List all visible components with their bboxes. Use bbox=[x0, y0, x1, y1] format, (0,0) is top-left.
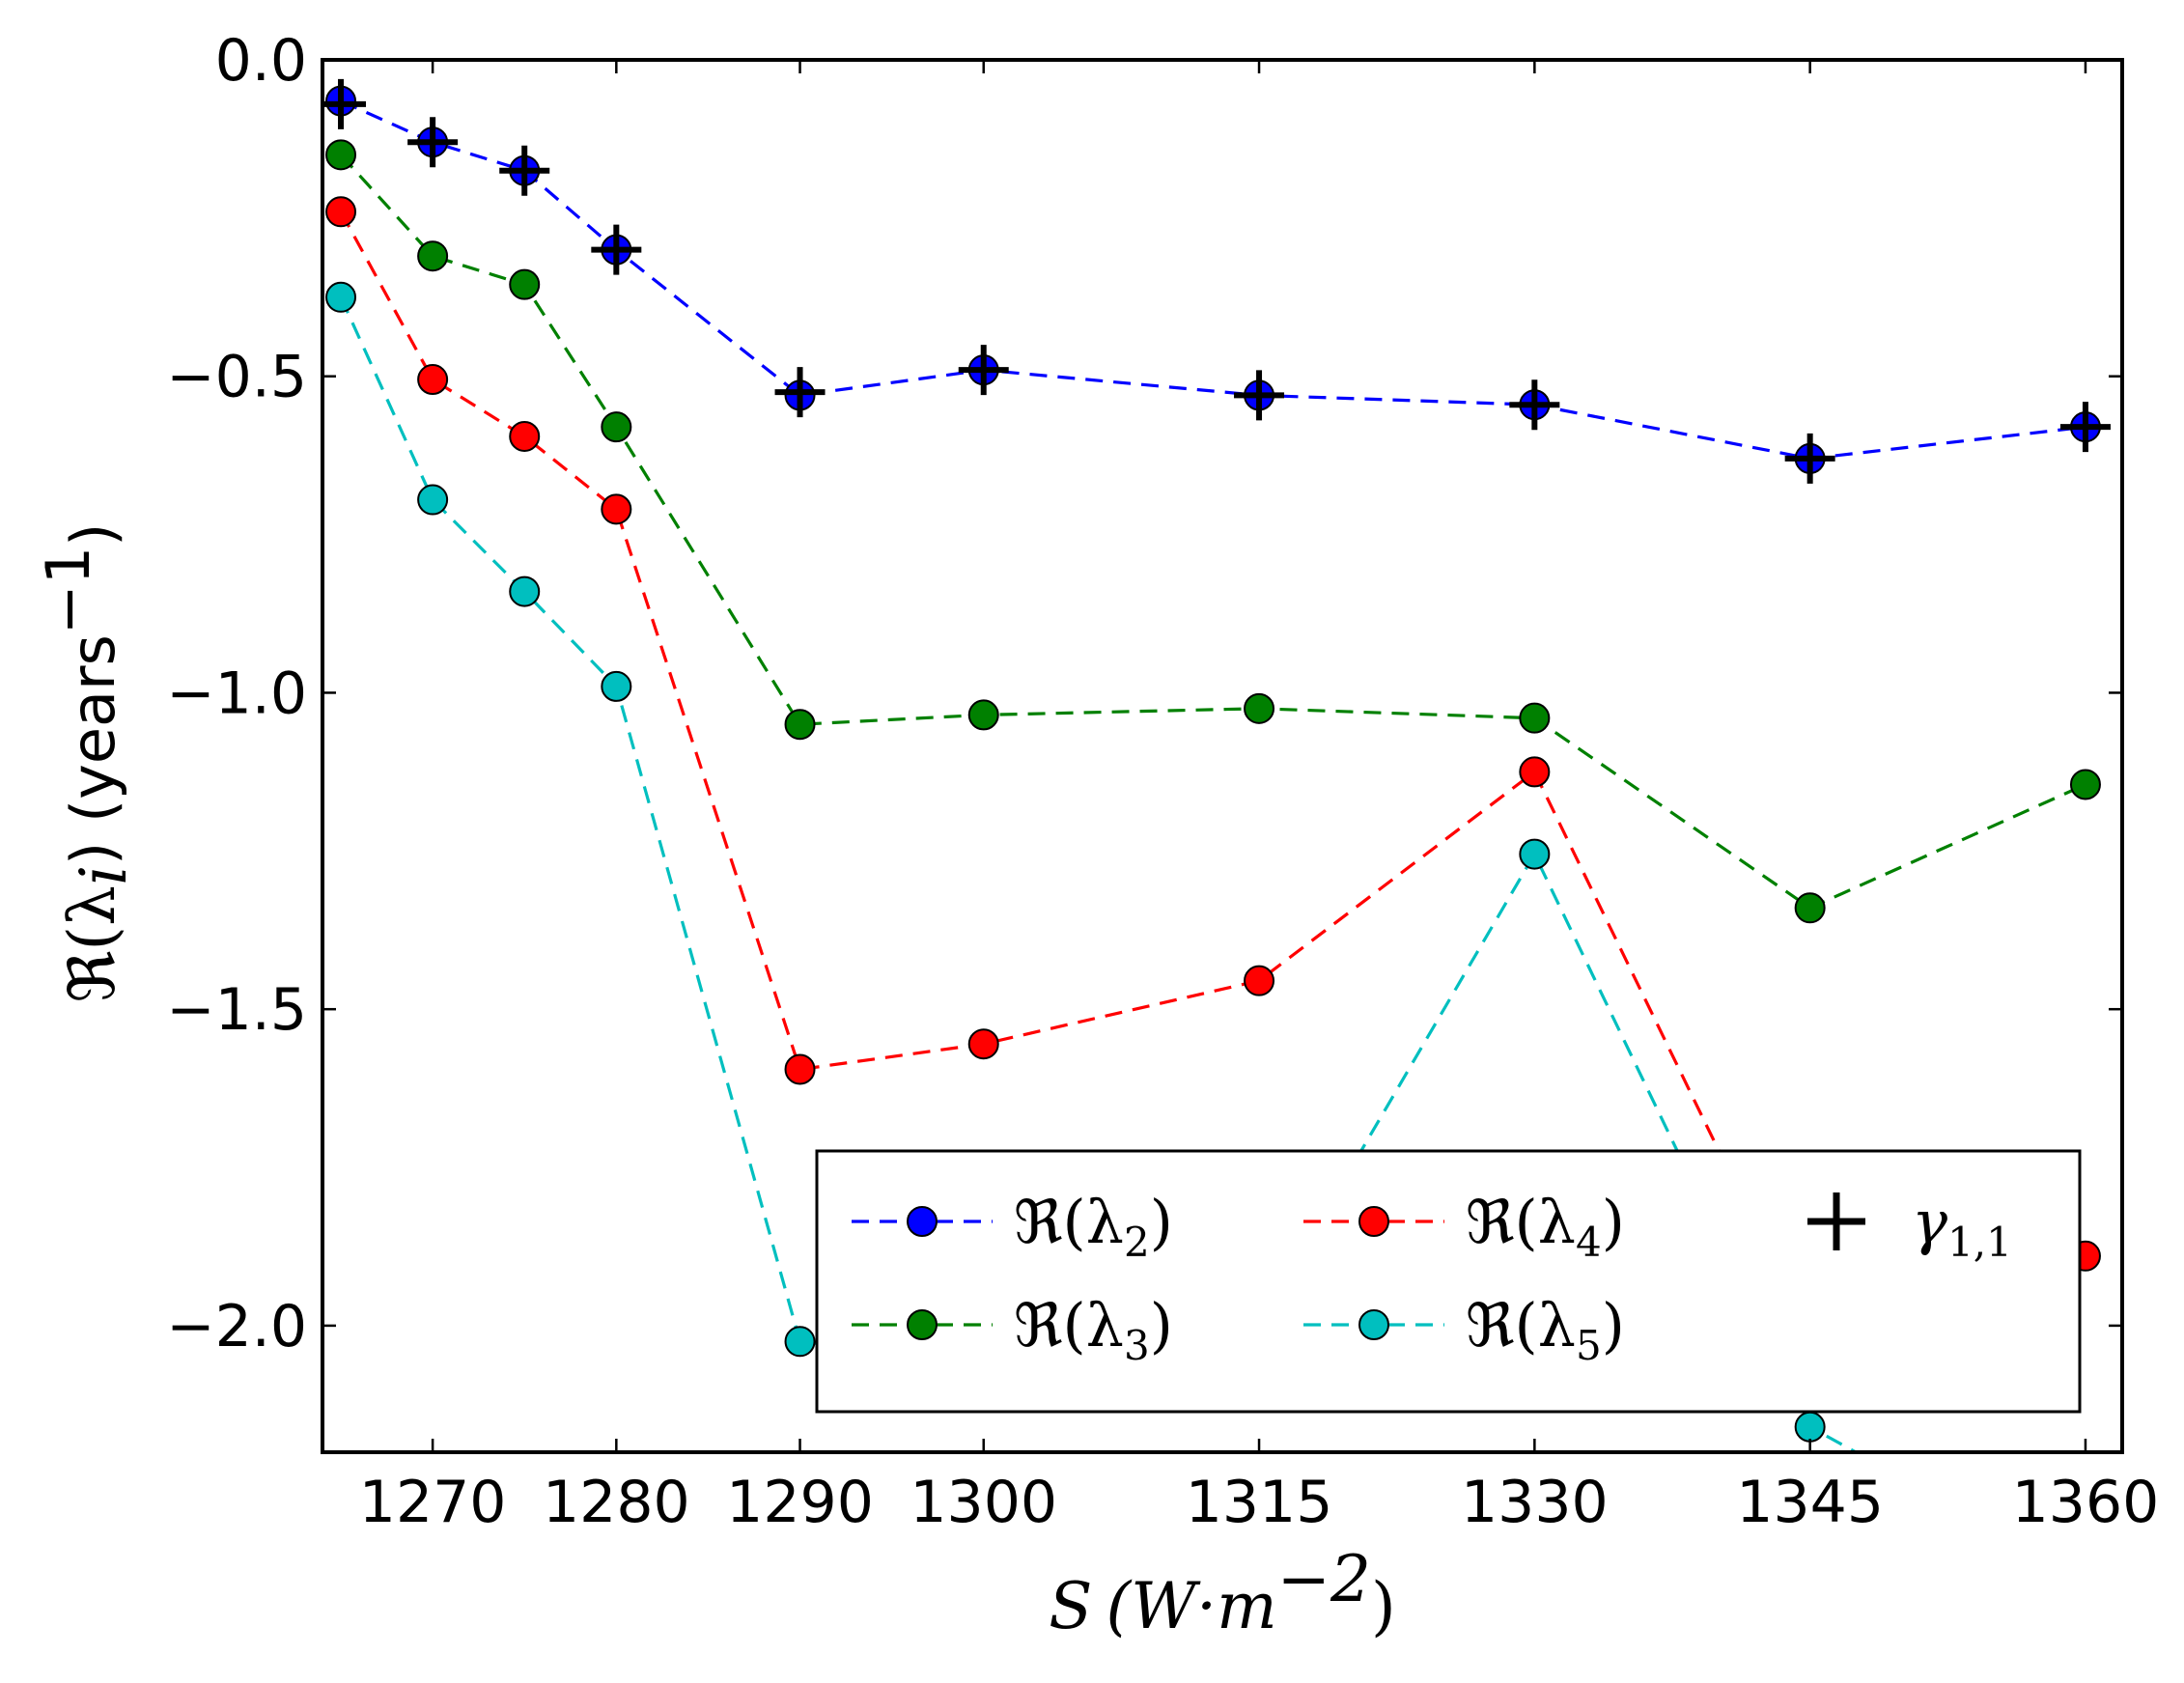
marker-lambda4-6 bbox=[1244, 965, 1275, 996]
y-tick-label-1: −0.5 bbox=[166, 344, 307, 411]
svg-text:γ1,1: γ1,1 bbox=[1912, 1187, 2012, 1266]
svg-text:ℜ(λ3): ℜ(λ3) bbox=[1014, 1290, 1173, 1369]
legend: ℜ(λ2) ℜ(λ3) ℜ(λ4) ℜ(λ5) γ1,1 bbox=[815, 1149, 2082, 1414]
marker-lambda4-0 bbox=[325, 196, 357, 228]
x-tick-label-2: 1290 bbox=[726, 1469, 874, 1536]
legend-box bbox=[815, 1149, 2082, 1414]
series-line-3 bbox=[339, 154, 2086, 911]
marker-lambda3-3 bbox=[601, 411, 632, 443]
marker-lambda5-3 bbox=[601, 670, 632, 702]
x-tick-label-1: 1280 bbox=[543, 1469, 690, 1536]
y-tick-label-0: 0.0 bbox=[215, 27, 307, 95]
x-tick-label-0: 1270 bbox=[359, 1469, 507, 1536]
marker-lambda3-0 bbox=[325, 139, 357, 171]
marker-lambda5-0 bbox=[325, 281, 357, 313]
gamma-marker-1 bbox=[407, 117, 459, 168]
legend-entry-lambda4: ℜ(λ4) bbox=[1303, 1187, 1625, 1266]
x-tick-label-4: 1315 bbox=[1186, 1469, 1333, 1536]
ticks-layer: 1270 1280 1290 1300 1315 1330 1345 1360 0.0 −0.5 −… bbox=[166, 27, 2159, 1536]
legend-entry-lambda3: ℜ(λ3) bbox=[852, 1290, 1173, 1369]
gamma-marker-5 bbox=[958, 345, 1009, 396]
marker-lambda4-1 bbox=[417, 364, 449, 396]
gamma-marker-6 bbox=[1234, 370, 1285, 421]
x-tick-label-6: 1345 bbox=[1736, 1469, 1884, 1536]
x-tick-label-5: 1330 bbox=[1461, 1469, 1609, 1536]
marker-lambda3-8 bbox=[1794, 892, 1826, 924]
axes-frame bbox=[321, 58, 2124, 1454]
svg-text:ℜ(λ2): ℜ(λ2) bbox=[1014, 1187, 1173, 1266]
gamma-marker-4 bbox=[774, 367, 826, 418]
marker-lambda5-8 bbox=[1794, 1411, 1826, 1443]
marker-lambda3-4 bbox=[784, 709, 816, 741]
gamma-marker-2 bbox=[499, 145, 550, 196]
marker-lambda3-9 bbox=[2069, 769, 2101, 800]
legend-entry-lambda2: ℜ(λ2) bbox=[852, 1187, 1173, 1266]
marker-lambda4-2 bbox=[509, 420, 541, 452]
marker-lambda3-6 bbox=[1244, 692, 1275, 724]
legend-entry-lambda5: ℜ(λ5) bbox=[1303, 1290, 1625, 1369]
marker-lambda5-4 bbox=[784, 1326, 816, 1358]
series-line-2 bbox=[340, 99, 2086, 461]
gamma-marker-7 bbox=[1509, 379, 1560, 431]
marker-lambda3-7 bbox=[1519, 702, 1551, 734]
y-tick-label-4: −2.0 bbox=[166, 1293, 307, 1360]
x-tick-label-3: 1300 bbox=[910, 1469, 1057, 1536]
gamma-marker-3 bbox=[591, 224, 642, 275]
series-line-5 bbox=[339, 296, 1860, 1452]
marker-lambda5-2 bbox=[509, 575, 541, 607]
marker-lambda5-7 bbox=[1519, 838, 1551, 870]
svg-text:ℜ(λ5): ℜ(λ5) bbox=[1466, 1290, 1625, 1369]
y-tick-label-3: −1.5 bbox=[166, 976, 307, 1044]
marker-lambda5-1 bbox=[417, 484, 449, 516]
marker-lambda3-5 bbox=[967, 699, 999, 731]
marker-lambda3-2 bbox=[509, 268, 541, 300]
x-axis-label: S (W·m−2) bbox=[1049, 1542, 1395, 1643]
gamma-marker-8 bbox=[1784, 433, 1835, 484]
marker-lambda4-3 bbox=[601, 493, 632, 525]
svg-text:ℜ(λ4): ℜ(λ4) bbox=[1466, 1187, 1625, 1266]
y-tick-label-2: −1.0 bbox=[166, 659, 307, 727]
series-line-4 bbox=[339, 210, 2086, 1340]
marker-lambda4-4 bbox=[784, 1053, 816, 1085]
marker-lambda4-7 bbox=[1519, 756, 1551, 788]
x-tick-label-7: 1360 bbox=[2012, 1469, 2160, 1536]
y-axis-label: ℜ(λi) (years−1) bbox=[33, 523, 141, 1003]
series-layer bbox=[322, 78, 2111, 1593]
marker-lambda3-1 bbox=[417, 240, 449, 272]
marker-lambda5-9 bbox=[2071, 1564, 2100, 1593]
marker-lambda4-5 bbox=[967, 1028, 999, 1060]
legend-entry-gamma: γ1,1 bbox=[1807, 1187, 2012, 1266]
gamma-marker-9 bbox=[2059, 402, 2111, 453]
